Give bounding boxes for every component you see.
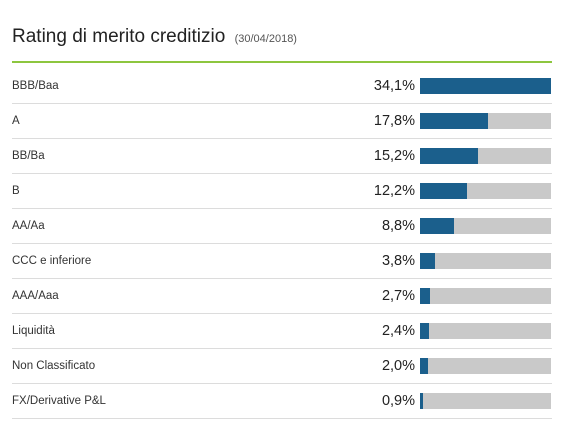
credit-rating-widget: Rating di merito creditizio (30/04/2018)… — [12, 0, 552, 419]
rating-row: A 17,8% — [12, 104, 552, 139]
bar-fill — [420, 323, 430, 339]
rating-value: 0,9% — [381, 393, 415, 409]
rating-rows: BBB/Baa 34,1% A 17,8% BB/Ba 15,2% B 12,2% AA/Aa 8… — [12, 69, 552, 419]
rating-row: Non Classificato 2,0% — [12, 349, 552, 384]
title-date: (30/04/2018) — [234, 33, 297, 45]
rating-row: FX/Derivative P&L 0,9% — [12, 384, 552, 419]
bar-track — [420, 218, 551, 234]
bar-track — [420, 148, 551, 164]
rating-value: 2,0% — [381, 358, 415, 374]
bar-track — [420, 393, 551, 409]
rating-label: BB/Ba — [12, 150, 45, 162]
bar-fill — [420, 358, 428, 374]
bar-fill — [420, 113, 489, 129]
rating-value: 8,8% — [381, 218, 415, 234]
bar-track — [420, 288, 551, 304]
rating-value: 12,2% — [373, 183, 415, 199]
rating-value: 34,1% — [373, 78, 415, 94]
rating-label: FX/Derivative P&L — [12, 395, 106, 407]
rating-label: AA/Aa — [12, 220, 45, 232]
bar-track — [420, 183, 551, 199]
rating-label: A — [12, 115, 20, 127]
bar-fill — [420, 288, 431, 304]
rating-value: 15,2% — [373, 148, 415, 164]
bar-track — [420, 358, 551, 374]
rating-row: AA/Aa 8,8% — [12, 209, 552, 244]
rating-label: BBB/Baa — [12, 80, 59, 92]
widget-title: Rating di merito creditizio (30/04/2018) — [12, 26, 297, 48]
rating-row: B 12,2% — [12, 174, 552, 209]
rating-row: BBB/Baa 34,1% — [12, 69, 552, 104]
rating-label: AAA/Aaa — [12, 290, 59, 302]
bar-fill — [420, 218, 454, 234]
bar-track — [420, 78, 551, 94]
rating-label: CCC e inferiore — [12, 255, 92, 267]
rating-value: 17,8% — [373, 113, 415, 129]
rating-label: Non Classificato — [12, 360, 96, 372]
bar-fill — [420, 78, 551, 94]
rating-value: 2,4% — [381, 323, 415, 339]
bar-track — [420, 323, 551, 339]
rating-row: Liquidità 2,4% — [12, 314, 552, 349]
rating-label: Liquidità — [12, 325, 55, 337]
title-text: Rating di merito creditizio — [12, 26, 226, 47]
rating-row: CCC e inferiore 3,8% — [12, 244, 552, 279]
rating-row: AAA/Aaa 2,7% — [12, 279, 552, 314]
bar-fill — [420, 393, 424, 409]
bar-fill — [420, 253, 435, 269]
rating-label: B — [12, 185, 20, 197]
rating-row: BB/Ba 15,2% — [12, 139, 552, 174]
bar-track — [420, 253, 551, 269]
bar-fill — [420, 148, 479, 164]
rating-value: 3,8% — [381, 253, 415, 269]
bar-track — [420, 113, 551, 129]
bar-fill — [420, 183, 467, 199]
widget-header: Rating di merito creditizio (30/04/2018) — [12, 0, 552, 63]
rating-value: 2,7% — [381, 288, 415, 304]
